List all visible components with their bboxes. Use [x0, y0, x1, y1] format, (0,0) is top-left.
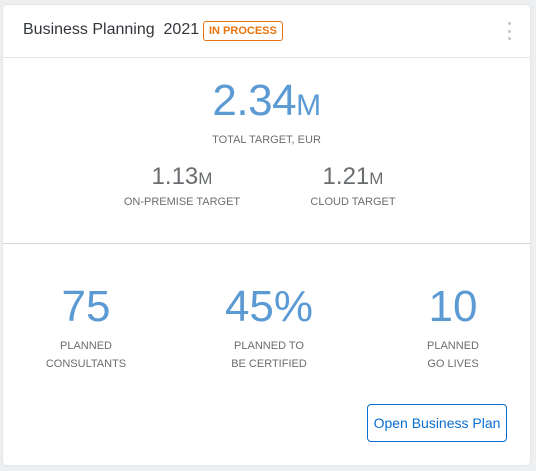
kpi-label-line1: PLANNED	[60, 340, 112, 352]
total-target-number: 2.34	[212, 76, 297, 125]
total-target-value: 2.34M	[3, 77, 530, 130]
cloud-target: 1.21M CLOUD TARGET	[263, 163, 443, 211]
on-premise-target-label: ON-PREMISE TARGET	[123, 196, 241, 208]
kpi-value: 10	[428, 282, 478, 331]
cloud-target-number: 1.21	[322, 163, 370, 190]
kpi-label-line1: PLANNED	[427, 340, 479, 352]
total-target-scale: M	[296, 89, 321, 122]
cloud-target-scale: M	[369, 169, 384, 188]
status-badge: IN PROCESS	[203, 21, 283, 41]
kpi-label-line2: CONSULTANTS	[45, 358, 127, 370]
kpi-label-line2: GO LIVES	[427, 358, 479, 370]
card-header: Business Planning 2021 IN PROCESS	[3, 5, 530, 58]
kpi-label-line1: PLANNED TO	[234, 340, 304, 352]
more-vertical-icon[interactable]	[506, 22, 512, 40]
kpi-planned-consultants: 75 PLANNED CONSULTANTS	[1, 283, 171, 373]
kpi-planned-certified: 45% PLANNED TO BE CERTIFIED	[184, 283, 354, 373]
section-divider	[3, 243, 530, 244]
cloud-target-value: 1.21M	[263, 163, 443, 193]
open-business-plan-button[interactable]: Open Business Plan	[367, 404, 507, 442]
cloud-target-label: CLOUD TARGET	[310, 196, 396, 208]
total-target-label: TOTAL TARGET, EUR	[212, 134, 321, 146]
kpi-planned-go-lives: 10 PLANNED GO LIVES	[368, 283, 536, 373]
on-premise-target: 1.13M ON-PREMISE TARGET	[92, 163, 272, 211]
kpi-label-line2: BE CERTIFIED	[231, 358, 307, 370]
kpi-value: 75	[61, 282, 111, 331]
business-planning-card: Business Planning 2021 IN PROCESS 2.34M …	[3, 5, 530, 465]
on-premise-target-scale: M	[198, 169, 213, 188]
card-title: Business Planning 2021	[23, 21, 200, 38]
kpi-value: 45%	[224, 282, 314, 331]
on-premise-target-value: 1.13M	[92, 163, 272, 193]
on-premise-target-number: 1.13	[151, 163, 199, 190]
